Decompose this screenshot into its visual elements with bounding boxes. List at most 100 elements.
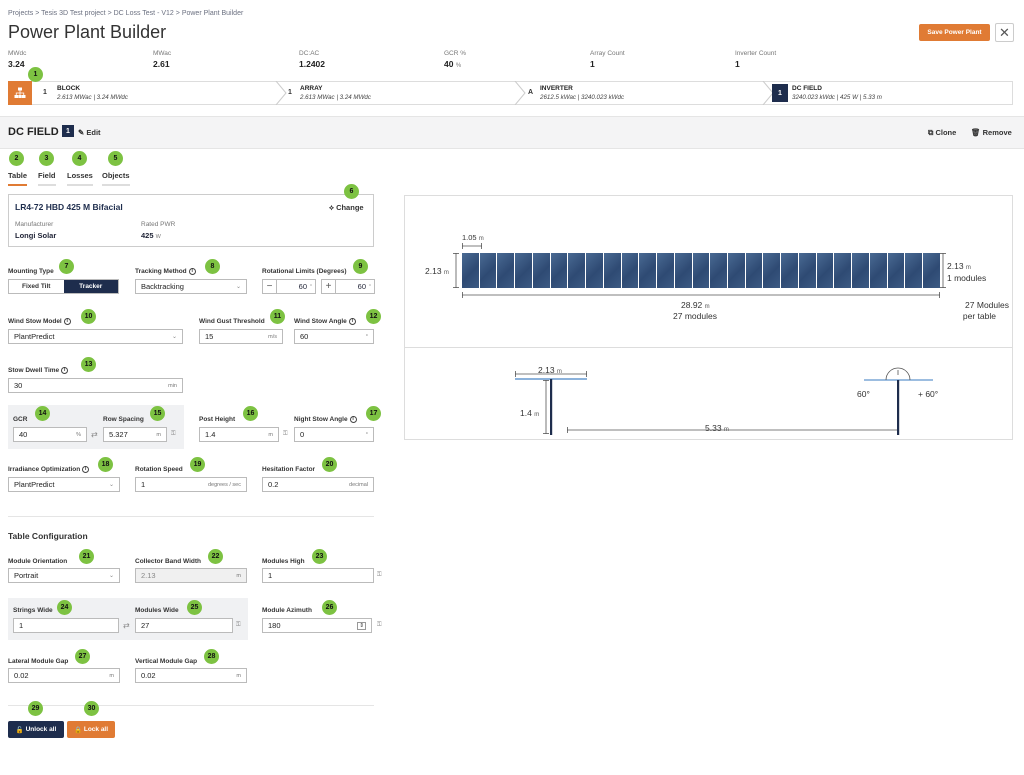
module-panel bbox=[887, 253, 905, 288]
gcr-input[interactable]: 40% bbox=[13, 427, 87, 442]
page-title: Power Plant Builder bbox=[8, 22, 167, 42]
chain-inverter[interactable]: A INVERTER 2612.5 kWac | 3240.023 kWdc bbox=[528, 85, 625, 101]
save-power-plant-button[interactable]: Save Power Plant bbox=[919, 24, 990, 41]
angle-right-label: + 60° bbox=[918, 389, 939, 399]
marker-18: 18 bbox=[98, 457, 113, 472]
lock-icon[interactable]: ⚿ bbox=[377, 622, 382, 628]
tracking-method-select[interactable]: Backtracking ⌄ bbox=[135, 279, 247, 294]
marker-30: 30 bbox=[84, 701, 99, 716]
module-orientation-select[interactable]: Portrait ⌄ bbox=[8, 568, 120, 583]
lock-icon[interactable]: ⚿ bbox=[283, 431, 288, 437]
marker-17: 17 bbox=[366, 406, 381, 421]
link-icon[interactable]: ⇄ bbox=[123, 621, 130, 630]
marker-11: 11 bbox=[270, 309, 285, 324]
marker-1: 1 bbox=[28, 67, 43, 82]
unlock-all-button[interactable]: 🔓 Unlock all bbox=[8, 721, 64, 738]
mounting-tracker[interactable]: Tracker bbox=[63, 280, 118, 293]
table-length-label: 28.92 m bbox=[681, 300, 710, 310]
link-icon[interactable]: ⇄ bbox=[91, 430, 98, 439]
marker-2: 2 bbox=[9, 151, 24, 166]
tab-losses[interactable]: Losses bbox=[67, 171, 93, 186]
lock-icon[interactable]: ⚿ bbox=[377, 572, 382, 578]
modules-wide-input[interactable]: 27 bbox=[135, 618, 233, 633]
breadcrumb-item-version[interactable]: DC Loss Test - V12 bbox=[113, 10, 174, 17]
trash-icon: 🗑 bbox=[971, 128, 981, 137]
rotation-speed-input[interactable]: 1 degrees / sec bbox=[135, 477, 247, 492]
night-stow-angle-input[interactable]: 0 ° bbox=[294, 427, 374, 442]
plus-icon[interactable]: + bbox=[322, 280, 336, 293]
marker-28: 28 bbox=[204, 649, 219, 664]
tab-table[interactable]: Table bbox=[8, 171, 28, 186]
module-panel bbox=[745, 253, 763, 288]
lock-all-button[interactable]: 🔒 Lock all bbox=[67, 721, 115, 738]
marker-10: 10 bbox=[81, 309, 96, 324]
hesitation-factor-input[interactable]: 0.2 decimal bbox=[262, 477, 374, 492]
lock-icon[interactable]: ⚿ bbox=[171, 431, 176, 437]
module-panel bbox=[568, 253, 586, 288]
info-icon[interactable]: i bbox=[63, 318, 71, 325]
modules-high-input[interactable]: 1 bbox=[262, 568, 374, 583]
breadcrumb-item-projects[interactable]: Projects bbox=[8, 10, 34, 17]
module-panel bbox=[763, 253, 781, 288]
lateral-module-gap-input[interactable]: 0.02 m bbox=[8, 668, 120, 683]
stow-dwell-input[interactable]: 30 min bbox=[8, 378, 183, 393]
tab-field[interactable]: Field bbox=[38, 171, 56, 186]
stat-gcr: GCR % 40 % bbox=[444, 50, 467, 69]
vertical-module-gap-input[interactable]: 0.02 m bbox=[135, 668, 247, 683]
rotation-min-stepper[interactable]: −60 ° bbox=[262, 279, 316, 294]
tracker-side-view bbox=[515, 367, 933, 435]
breadcrumb-item-project[interactable]: Tesis 3D Test project bbox=[41, 10, 106, 17]
chevron-down-icon: ⌄ bbox=[235, 284, 241, 290]
edit-button[interactable]: ✎ Edit bbox=[78, 128, 101, 137]
change-module-button[interactable]: ⟡ Change bbox=[329, 203, 364, 212]
divider bbox=[405, 347, 1012, 348]
marker-25: 25 bbox=[187, 600, 202, 615]
hierarchy-icon[interactable] bbox=[8, 81, 32, 105]
marker-15: 15 bbox=[150, 406, 165, 421]
row-spacing-input[interactable]: 5.327 m bbox=[103, 427, 167, 442]
module-count-label: 27 modules bbox=[673, 311, 717, 321]
info-icon[interactable]: i bbox=[349, 416, 357, 423]
module-panel bbox=[869, 253, 887, 288]
chevron-down-icon: ⌄ bbox=[171, 334, 177, 340]
info-icon[interactable]: i bbox=[61, 367, 69, 374]
table-height-dimension bbox=[453, 253, 459, 288]
wind-stow-model-select[interactable]: PlantPredict ⌄ bbox=[8, 329, 183, 344]
rotation-max-stepper[interactable]: +60 ° bbox=[321, 279, 375, 294]
marker-12: 12 bbox=[366, 309, 381, 324]
lock-icon[interactable]: ⚿ bbox=[236, 622, 241, 628]
marker-14: 14 bbox=[35, 406, 50, 421]
info-icon[interactable]: i bbox=[188, 268, 196, 275]
marker-16: 16 bbox=[243, 406, 258, 421]
minus-icon[interactable]: − bbox=[263, 280, 277, 293]
chain-array[interactable]: 1 ARRAY 2.613 MWac | 3.24 MWdc bbox=[288, 85, 371, 101]
module-azimuth-input[interactable]: 180 ⇕ bbox=[262, 618, 372, 633]
collector-band-width-input: 2.13 m bbox=[135, 568, 247, 583]
manufacturer-value: Longi Solar bbox=[15, 231, 57, 240]
close-icon[interactable]: ✕ bbox=[995, 23, 1014, 42]
table-height-dimension bbox=[940, 253, 946, 288]
marker-6: 6 bbox=[344, 184, 359, 199]
irradiance-optimization-select[interactable]: PlantPredict ⌄ bbox=[8, 477, 120, 492]
lock-icon: 🔒 bbox=[73, 726, 83, 734]
mounting-fixed-tilt[interactable]: Fixed Tilt bbox=[22, 283, 51, 290]
row-spacing-label: 5.33 m bbox=[705, 423, 729, 433]
stat-mwac: MWac 2.61 bbox=[153, 50, 172, 69]
spin-icon[interactable]: ⇕ bbox=[357, 621, 366, 630]
module-panel bbox=[852, 253, 869, 288]
info-icon[interactable]: i bbox=[82, 466, 90, 473]
remove-button[interactable]: 🗑 Remove bbox=[971, 128, 1012, 137]
clone-button[interactable]: ⧉ Clone bbox=[928, 128, 957, 137]
strings-wide-input[interactable]: 1 bbox=[13, 618, 119, 633]
module-panel bbox=[515, 253, 532, 288]
wind-gust-input[interactable]: 15 m/s bbox=[199, 329, 283, 344]
chain-dc-field[interactable]: DC FIELD 3240.023 kWdc | 425 W | 5.33 m bbox=[792, 85, 882, 101]
chain-block[interactable]: 1 BLOCK 2.613 MWac | 3.24 MWdc bbox=[43, 85, 128, 101]
tab-objects[interactable]: Objects bbox=[102, 171, 130, 186]
module-panel bbox=[497, 253, 515, 288]
chevron-right-icon bbox=[514, 81, 526, 105]
info-icon[interactable]: i bbox=[348, 318, 356, 325]
wind-stow-angle-input[interactable]: 60 ° bbox=[294, 329, 374, 344]
post-height-input[interactable]: 1.4 m bbox=[199, 427, 279, 442]
marker-7: 7 bbox=[59, 259, 74, 274]
